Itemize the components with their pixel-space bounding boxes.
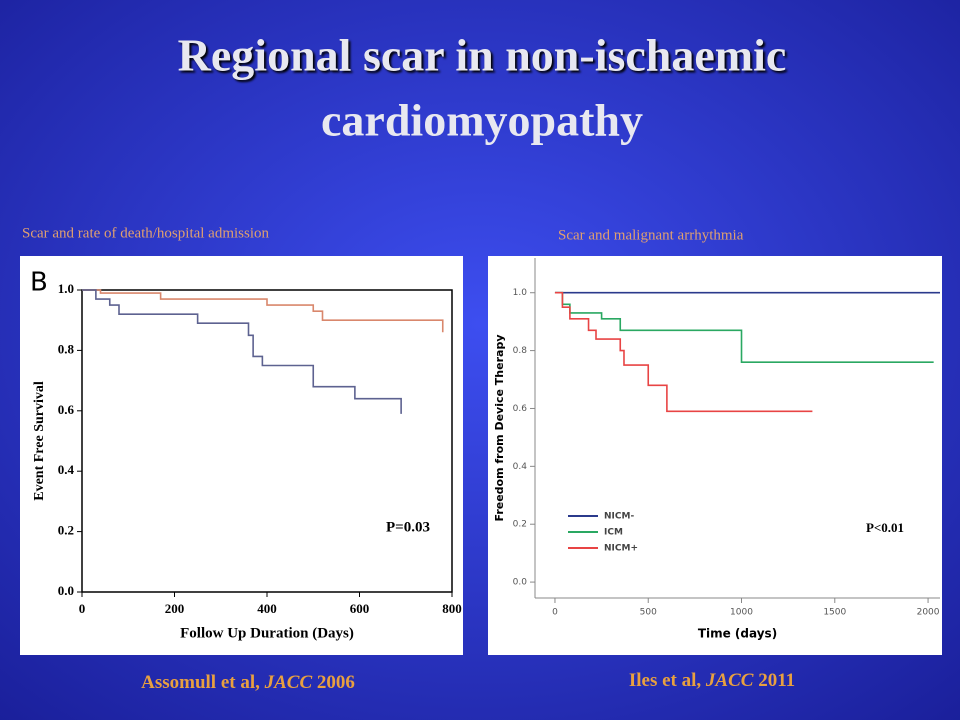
x-tick-label: 600 [350,601,370,616]
journal: JACC [705,670,754,691]
legend-label: NICM- [604,512,634,522]
legend-label: NICM+ [604,544,638,554]
x-tick-label: 1500 [823,608,846,618]
survival-curve [554,291,813,413]
x-tick-label: 0 [79,601,86,616]
authors: Iles et al, [629,670,702,691]
panel-label: B [30,268,48,298]
journal: JACC [264,672,313,693]
x-tick-label: 800 [442,601,462,616]
legend-label: ICM [604,528,623,538]
y-tick-label: 0.2 [58,523,74,538]
y-tick-label: 0.8 [513,346,528,356]
y-tick-label: 0.6 [58,402,75,417]
x-tick-label: 500 [640,608,657,618]
x-tick-label: 400 [257,601,277,616]
y-tick-label: 1.0 [58,281,74,296]
y-tick-label: 0.6 [513,404,528,414]
slide-title: Regional scar in non-ischaemic [178,30,787,81]
survival-curve [82,289,444,333]
annotation: P<0.01 [866,520,904,535]
y-tick-label: 1.0 [513,288,528,298]
y-axis-label: Event Free Survival [32,381,47,501]
x-tick-label: 2000 [917,608,940,618]
y-tick-label: 0.8 [58,341,75,356]
y-tick-label: 0.2 [513,520,527,530]
y-tick-label: 0.0 [513,578,528,588]
x-tick-label: 200 [165,601,185,616]
chart-panel [488,256,942,655]
x-tick-label: 0 [552,608,558,618]
y-axis-label: Freedom from Device Therapy [493,335,506,522]
subtitle: Scar and malignant arrhythmia [558,227,744,243]
citation: Iles et al, JACC 2011 [629,670,795,691]
year: 2006 [317,672,355,693]
subtitle: Scar and rate of death/hospital admissio… [22,225,270,241]
y-tick-label: 0.4 [58,462,75,477]
x-tick-label: 1000 [730,608,753,618]
survival-curve [82,289,402,414]
y-tick-label: 0.4 [513,462,528,472]
chart-panel [20,256,463,655]
x-axis-label: Time (days) [698,627,777,641]
annotation: P=0.03 [386,519,430,535]
authors: Assomull et al, [141,672,260,693]
y-tick-label: 0.0 [58,583,74,598]
citation: Assomull et al, JACC 2006 [141,672,355,693]
slide-title: cardiomyopathy [321,95,643,146]
year: 2011 [758,670,795,691]
x-axis-label: Follow Up Duration (Days) [180,625,354,641]
